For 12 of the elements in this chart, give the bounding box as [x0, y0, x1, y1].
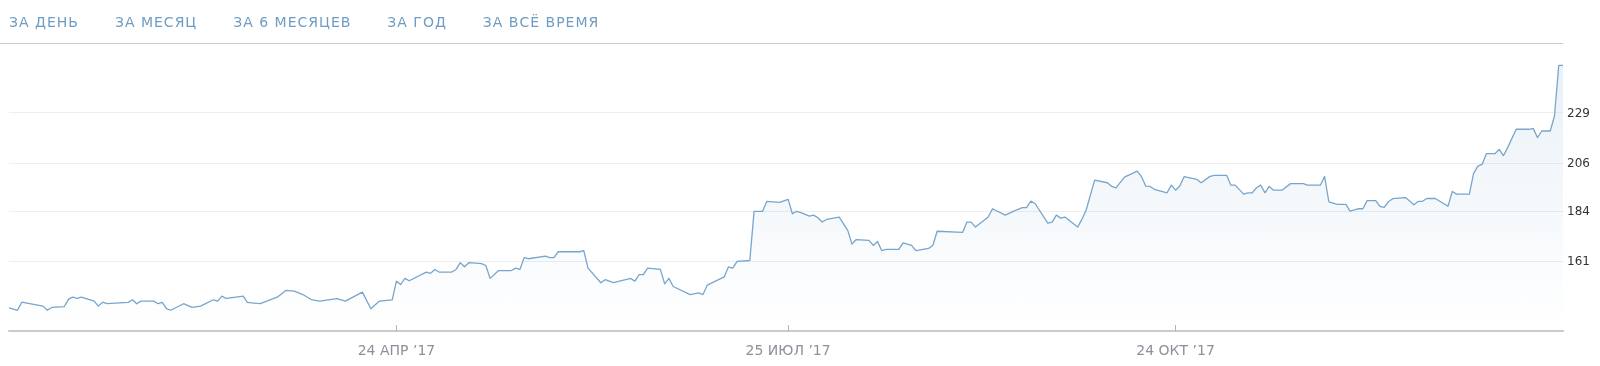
y-tick-label: 206	[1567, 155, 1590, 170]
text: ЗА ГОД	[387, 13, 447, 30]
text: ЗА МЕСЯЦ	[114, 13, 198, 30]
text: ЗА ВСЁ ВРЕМЯ	[482, 13, 600, 30]
x-tick-label: 24 АПР ’17	[357, 342, 436, 358]
x-tick-label: 25 ИЮЛ ’17	[745, 342, 831, 358]
text: ЗА 6 МЕСЯЦЕВ	[233, 13, 352, 30]
y-tick-label: 229	[1567, 105, 1590, 120]
x-tick-label: 24 ОКТ ’17	[1136, 342, 1215, 358]
y-tick-label: 184	[1567, 203, 1590, 218]
y-tick-label: 161	[1567, 254, 1590, 269]
text: ЗА ДЕНЬ	[9, 13, 79, 30]
